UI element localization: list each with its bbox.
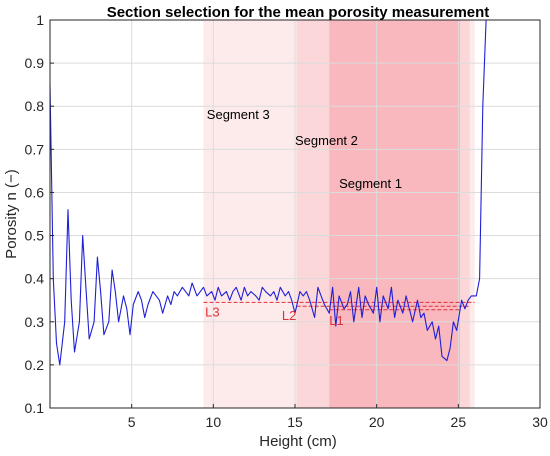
x-tick-label: 10	[206, 414, 222, 430]
series-layer	[49, 19, 536, 366]
y-tick-label: 1	[36, 12, 44, 28]
y-tick-label: 0.9	[25, 55, 45, 71]
x-tick-label: 20	[369, 414, 385, 430]
porosity-series-line	[49, 19, 536, 366]
grid-layer	[50, 20, 540, 408]
labels-layer: Segment 3 Segment 2 Segment 1 L3 L2 L1	[205, 107, 402, 328]
y-tick-label: 0.1	[25, 400, 45, 416]
y-tick-label: 0.8	[25, 98, 45, 114]
segments-layer	[203, 20, 475, 408]
y-axis-title: Porosity n (−)	[3, 169, 20, 259]
segment-label: Segment 3	[207, 107, 270, 122]
y-tick-label: 0.4	[25, 271, 45, 287]
y-tick-label: 0.2	[25, 357, 45, 373]
reference-lines-layer	[203, 301, 475, 311]
y-tick-label: 0.3	[25, 314, 45, 330]
x-tick-label: 30	[532, 414, 548, 430]
segment-label: Segment 2	[295, 133, 358, 148]
ticks-layer: 5 10 15 20 25 30 0.1 0.2 0.3 0.4 0.5 0.6 0.7 0.8 0.9 1	[25, 12, 548, 430]
x-tick-label: 25	[451, 414, 467, 430]
reference-line-label: L2	[282, 308, 296, 323]
x-tick-label: 5	[128, 414, 136, 430]
reference-line-label: L3	[205, 305, 219, 320]
reference-line-label: L1	[329, 313, 343, 328]
chart-title: Section selection for the mean porosity …	[107, 4, 490, 21]
x-axis-title: Height (cm)	[259, 433, 337, 450]
y-tick-label: 0.5	[25, 228, 45, 244]
segment-label: Segment 1	[339, 176, 402, 191]
segment-band	[329, 20, 460, 408]
x-tick-label: 15	[287, 414, 303, 430]
y-tick-label: 0.6	[25, 184, 45, 200]
y-tick-label: 0.7	[25, 141, 45, 157]
